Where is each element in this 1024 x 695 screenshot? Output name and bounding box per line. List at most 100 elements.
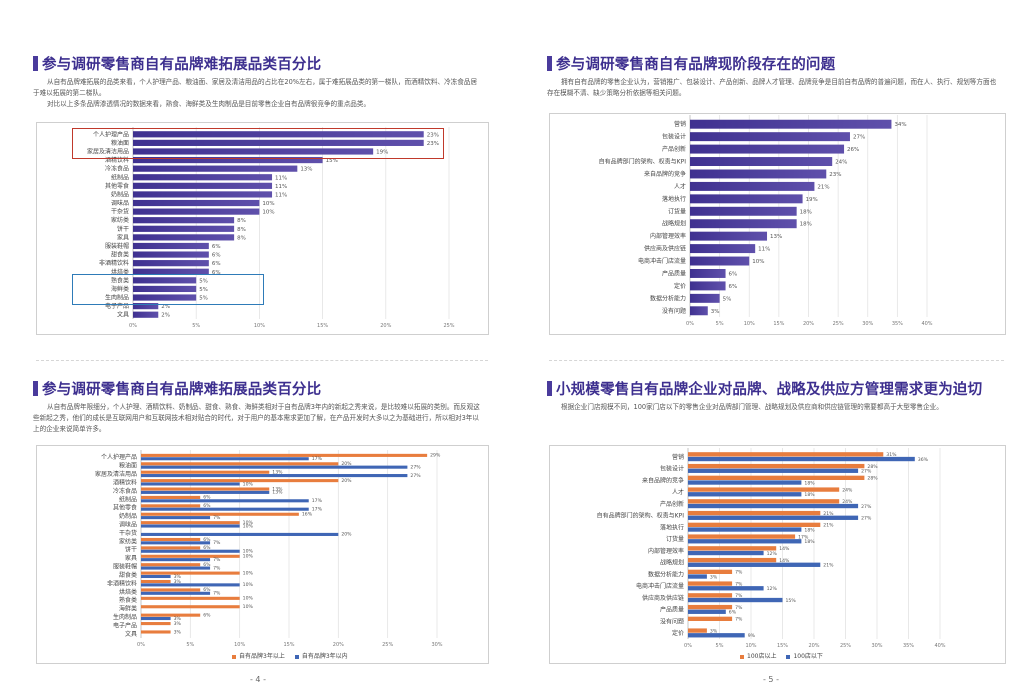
bar-orange	[688, 510, 821, 516]
data-label: 20%	[341, 532, 352, 538]
data-label: 5%	[199, 287, 208, 293]
category-label: 非酒精饮料	[99, 259, 129, 267]
bar-orange	[141, 462, 339, 466]
x-tick-label: 40%	[934, 643, 945, 649]
page-number-left: - 4 -	[250, 675, 266, 684]
bar-orange	[688, 522, 821, 527]
bar-blue	[141, 457, 309, 461]
bar	[690, 169, 827, 179]
section-description: 从自有品牌年限细分，个人护理、酒精饮料、奶制品、甜食、熟食、海鲜类相对于自有品牌…	[33, 402, 483, 435]
bar-orange	[141, 613, 201, 617]
x-tick-label: 15%	[283, 642, 294, 648]
category-label: 产品质量	[660, 606, 684, 614]
bar	[690, 206, 797, 216]
category-label: 非酒精饮料	[107, 579, 137, 587]
category-label: 粮油面	[119, 462, 137, 470]
bar-blue	[141, 465, 408, 469]
category-label: 粮油面	[111, 139, 129, 147]
bar-orange	[688, 628, 707, 633]
category-label: 家具	[125, 554, 137, 562]
bar-blue	[141, 574, 171, 579]
x-tick-label: 5%	[716, 321, 724, 327]
category-label: 战略规划	[662, 220, 686, 228]
category-label: 家居及清洁用品	[87, 147, 129, 155]
data-label: 6%	[212, 270, 221, 276]
x-tick-label: 20%	[803, 321, 814, 327]
category-label: 落地执行	[662, 195, 686, 203]
data-label: 7%	[735, 570, 743, 576]
bar	[690, 132, 850, 142]
bar	[133, 277, 197, 284]
category-label: 干杂货	[119, 529, 137, 537]
x-tick-label: 20%	[380, 323, 391, 329]
category-label: 产品创新	[660, 500, 684, 508]
x-tick-label: 0%	[137, 642, 145, 648]
category-label: 家纺类	[111, 216, 129, 224]
bar-orange	[141, 605, 240, 609]
data-label: 15%	[326, 158, 338, 164]
category-label: 冷冻食品	[105, 165, 129, 173]
bar	[133, 217, 235, 224]
x-tick-label: 25%	[443, 323, 454, 329]
bar	[690, 293, 720, 303]
bar-blue	[141, 532, 339, 536]
category-label: 订货量	[666, 535, 684, 543]
data-label: 24%	[835, 160, 847, 166]
bar-blue	[688, 574, 707, 579]
category-label: 熟食类	[111, 276, 129, 284]
category-label: 自有品牌部门的架构、权责与KPI	[599, 158, 687, 166]
bar	[690, 268, 726, 278]
category-label: 数据分析能力	[648, 570, 684, 578]
data-label: 8%	[237, 227, 246, 233]
legend-item: 自有品牌3年以内	[294, 651, 348, 660]
x-tick-label: 10%	[234, 642, 245, 648]
bar-orange	[688, 604, 733, 610]
bar	[690, 181, 815, 191]
category-label: 烘焙类	[111, 268, 129, 276]
data-label: 12%	[767, 551, 778, 557]
data-label: 13%	[272, 490, 283, 496]
chart-legend: 自有品牌3年以上 自有品牌3年以内	[232, 651, 348, 660]
bar-blue	[688, 550, 764, 556]
data-label: 36%	[918, 457, 929, 463]
data-label: 19%	[376, 149, 388, 155]
bar-orange	[688, 534, 796, 539]
data-label: 7%	[213, 540, 221, 546]
category-label: 文具	[125, 630, 137, 638]
bar-blue	[688, 539, 802, 544]
category-label: 酒精饮料	[105, 156, 129, 164]
bar-orange	[141, 579, 171, 584]
x-tick-label: 20%	[333, 642, 344, 648]
legend-swatch-orange	[740, 654, 744, 659]
category-label: 生肉制品	[113, 613, 137, 621]
data-label: 27%	[410, 464, 421, 470]
data-label: 10%	[243, 523, 254, 529]
bar	[690, 194, 803, 204]
chart-svg: 0% 5% 10% 15% 20% 25% 30% 35% 40% 营销 34% 包装设计 27% 产品创…	[599, 115, 933, 327]
x-tick-label: 40%	[921, 321, 932, 327]
data-label: 18%	[800, 209, 812, 215]
section-heading: 参与调研零售商自有品牌难拓展品类百分比	[33, 377, 483, 399]
category-label: 战略规划	[660, 559, 684, 567]
x-tick-label: 25%	[382, 642, 393, 648]
section-divider	[549, 360, 1004, 361]
bar	[690, 231, 768, 241]
data-label: 13%	[272, 470, 283, 476]
data-label: 6%	[212, 253, 221, 259]
bar-orange	[141, 495, 201, 499]
legend-label: 自有品牌3年以上	[239, 653, 285, 660]
category-label: 定价	[674, 282, 686, 290]
bar-orange	[688, 569, 733, 574]
x-tick-label: 5%	[186, 642, 194, 648]
data-label: 23%	[427, 132, 439, 138]
category-label: 供应商及供应链	[644, 245, 686, 253]
panel-bottom-right: 小规模零售自有品牌企业对品牌、战略及供应方管理需求更为迫切 根据企业门店规模不同…	[547, 377, 1017, 413]
chart-svg: 0% 5% 10% 15% 20% 25% 30% 个人护理产品 29% 17% 粮油面 20% 27%…	[95, 450, 443, 648]
category-label: 海鲜类	[119, 605, 137, 613]
data-label: 14%	[779, 546, 790, 552]
category-label: 营销	[674, 120, 686, 128]
data-label: 10%	[243, 549, 254, 555]
category-label: 定价	[672, 629, 684, 637]
page-number-right: - 5 -	[763, 675, 779, 684]
section-heading: 参与调研零售商自有品牌现阶段存在的问题	[547, 52, 997, 74]
